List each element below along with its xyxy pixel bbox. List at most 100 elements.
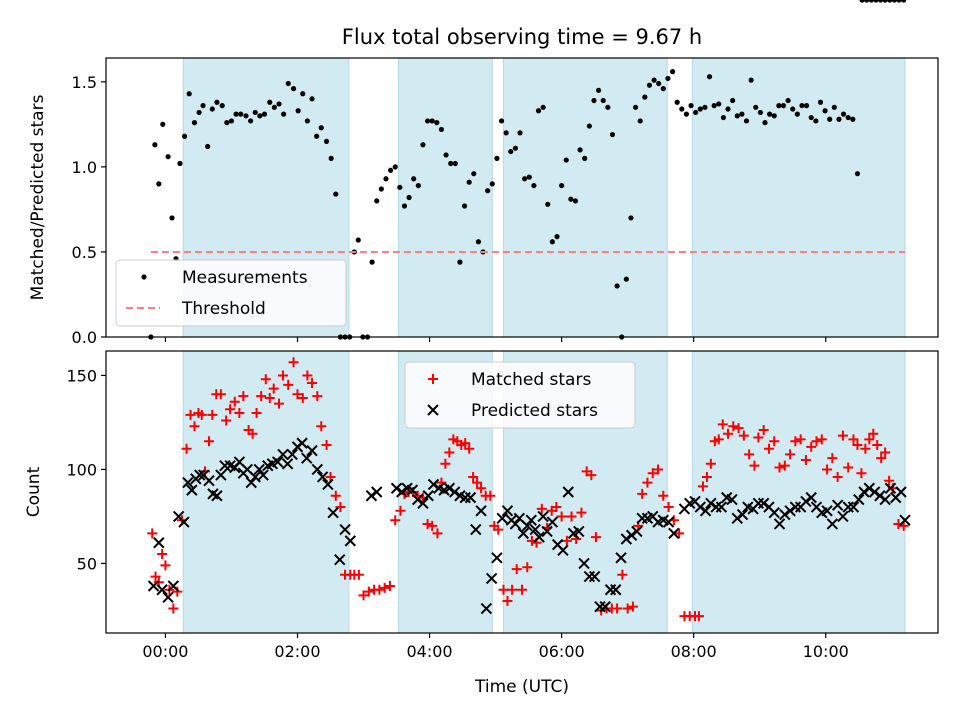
- measurement-point: [285, 80, 291, 87]
- predicted-star-point: [257, 469, 269, 481]
- measurement-point: [219, 103, 225, 109]
- predicted-star-point: [167, 580, 180, 592]
- predicted-star-point: [406, 484, 419, 496]
- measurement-point: [540, 104, 546, 110]
- predicted-star-point: [757, 497, 770, 509]
- matched-star-point: [590, 532, 601, 543]
- predicted-star-point: [496, 512, 508, 525]
- matched-star-point: [493, 524, 504, 535]
- matched-star-point: [172, 586, 183, 597]
- matched-star-point: [472, 477, 483, 488]
- observing-interval-band: [182, 350, 350, 634]
- matched-star-point: [832, 471, 843, 482]
- predicted-star-point: [277, 448, 289, 461]
- measurement-point: [868, 0, 874, 3]
- measurement-point: [369, 259, 375, 265]
- predicted-star-point: [311, 463, 324, 476]
- predicted-star-point: [253, 463, 265, 476]
- measurement-point: [605, 104, 611, 110]
- predicted-star-point: [529, 523, 541, 536]
- measurement-point: [711, 103, 717, 109]
- matched-star-point: [189, 421, 200, 432]
- measurement-point: [637, 118, 643, 124]
- measurement-point: [420, 142, 426, 148]
- measurement-point: [854, 171, 861, 177]
- matched-star-point: [234, 408, 245, 419]
- predicted-star-point: [573, 525, 585, 538]
- matched-star-point: [868, 428, 879, 439]
- matched-star-point: [316, 421, 327, 432]
- measurement-point: [228, 118, 235, 124]
- measurement-point: [252, 109, 258, 116]
- measurement-point: [697, 106, 703, 112]
- x-tick-label: 06:00: [539, 642, 585, 661]
- matched-star-point: [229, 396, 240, 407]
- measurement-point: [595, 87, 602, 93]
- predicted-star-point: [578, 557, 590, 570]
- predicted-star-point: [521, 520, 533, 532]
- matched-star-point: [485, 490, 496, 501]
- measurement-point: [224, 120, 230, 126]
- measurement-point: [438, 126, 445, 133]
- measurement-point: [429, 118, 435, 124]
- measurement-point: [808, 114, 814, 121]
- predicted-star-point: [344, 535, 357, 547]
- measurement-point: [771, 113, 777, 119]
- y-tick-label: 1.0: [72, 158, 97, 177]
- legend-matched-swatch: [428, 374, 438, 384]
- measurement-point: [794, 111, 800, 117]
- matched-star-point: [260, 374, 271, 385]
- measurement-point: [877, 0, 884, 3]
- measurement-point: [840, 111, 847, 117]
- measurement-point: [466, 179, 472, 185]
- matched-star-point: [627, 601, 638, 612]
- x-tick-label: 08:00: [671, 642, 717, 661]
- legend-entry-label: Measurements: [182, 268, 308, 288]
- predicted-star-point: [501, 505, 514, 517]
- matched-star-point: [256, 391, 267, 402]
- predicted-star-point: [784, 505, 796, 517]
- legend-entry-label: Matched stars: [471, 370, 591, 390]
- measurement-point: [887, 0, 893, 3]
- matched-star-point: [502, 596, 513, 607]
- matched-star-point: [701, 471, 712, 482]
- measurement-point: [424, 118, 431, 124]
- measurement-point: [836, 116, 842, 122]
- matched-star-point: [816, 434, 827, 445]
- predicted-star-point: [588, 570, 601, 583]
- matched-star-point: [468, 471, 479, 482]
- measurement-point: [767, 111, 773, 117]
- measurement-point: [586, 123, 592, 129]
- matched-star-point: [663, 502, 674, 513]
- predicted-star-point: [417, 497, 429, 509]
- measurement-point: [309, 96, 315, 102]
- measurement-point: [503, 130, 509, 136]
- predicted-star-point: [443, 482, 456, 494]
- measurement-point: [882, 0, 888, 3]
- measurement-point: [568, 196, 574, 202]
- measurement-point: [392, 164, 398, 170]
- y-axis-label: Matched/Predicted stars: [28, 94, 48, 300]
- matched-star-point: [460, 438, 471, 449]
- predicted-star-point: [306, 444, 318, 457]
- measurement-point: [609, 131, 616, 138]
- matched-star-point: [181, 443, 192, 454]
- matched-star-point: [307, 377, 318, 388]
- measurement-point: [248, 118, 254, 124]
- matched-star-point: [753, 432, 764, 443]
- plot-layer: [147, 0, 911, 622]
- measurement-point: [683, 111, 690, 117]
- x-axis-label: Time (UTC): [474, 677, 569, 697]
- matched-star-point: [522, 562, 533, 573]
- measurement-point: [448, 160, 454, 167]
- matched-star-point: [622, 603, 633, 614]
- measurement-point: [522, 176, 528, 182]
- predicted-star-point: [736, 508, 749, 521]
- matched-star-point: [353, 569, 364, 580]
- predicted-star-point: [837, 510, 849, 523]
- x-tick-label: 02:00: [274, 642, 320, 661]
- matched-star-point: [297, 393, 308, 403]
- matched-star-point: [498, 584, 509, 595]
- matched-star-point: [204, 436, 215, 447]
- matched-star-point: [856, 468, 867, 479]
